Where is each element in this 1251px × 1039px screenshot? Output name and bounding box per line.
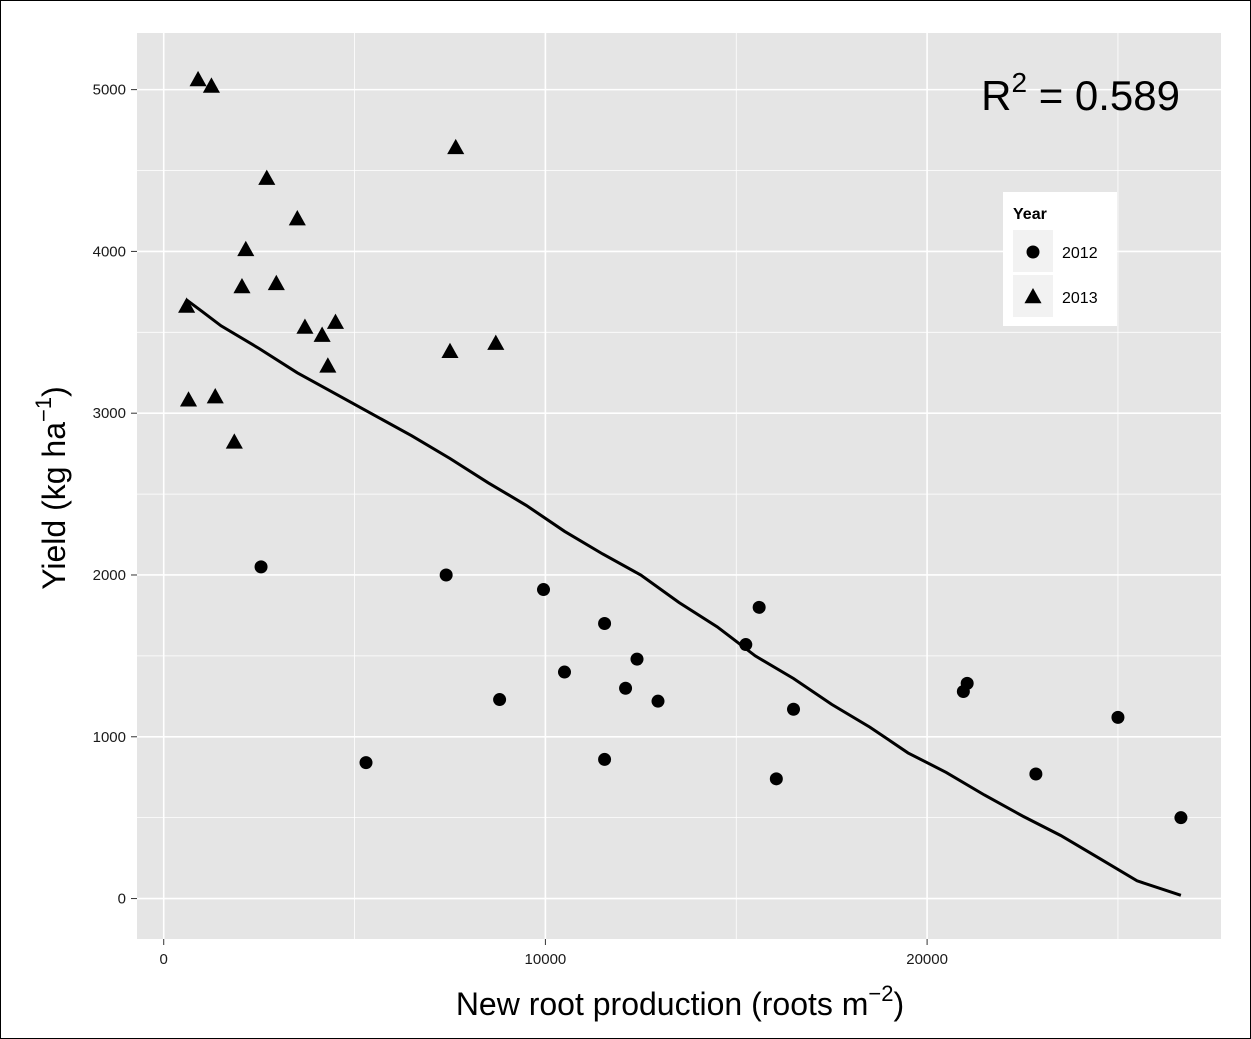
y-tick-label: 1000: [93, 729, 126, 746]
y-tick-label: 5000: [93, 82, 126, 99]
point-2012: [359, 756, 373, 770]
point-2013: [206, 388, 224, 404]
point-2012: [1111, 710, 1125, 724]
y-tick-label: 4000: [93, 243, 126, 260]
point-2012: [537, 583, 550, 597]
point-2013: [441, 342, 459, 359]
point-2012: [493, 693, 507, 707]
legend-label-2013: 2013: [1062, 290, 1098, 307]
point-2013: [296, 318, 314, 334]
legend-label-2012: 2012: [1062, 245, 1098, 262]
y-axis-title: Yield (kg ha−1): [31, 386, 72, 590]
point-2013: [189, 70, 207, 87]
y-axis: 0 1000 2000 3000 4000 5000: [93, 82, 137, 908]
r-squared-annotation: R2 = 0.589: [981, 67, 1180, 119]
point-2012: [254, 560, 268, 574]
grid-minor: [137, 33, 1221, 939]
point-2012: [769, 772, 783, 786]
point-2013: [326, 313, 345, 329]
point-2012: [1174, 811, 1188, 825]
x-tick-label: 20000: [906, 951, 948, 968]
point-2013: [225, 433, 243, 449]
point-2012: [960, 676, 974, 690]
point-2013: [179, 391, 198, 407]
point-2013: [178, 297, 196, 313]
x-axis: 0 10000 20000: [160, 939, 948, 968]
legend-marker-triangle: [1024, 288, 1042, 304]
point-2012: [787, 702, 801, 716]
point-2012: [739, 638, 753, 652]
legend: Year 2012 2013: [1003, 192, 1117, 326]
point-2012: [439, 568, 453, 582]
point-2013: [487, 334, 505, 350]
data-points: [178, 70, 1188, 825]
y-tick-label: 0: [118, 891, 126, 908]
x-tick-label: 0: [160, 951, 168, 968]
y-tick-label: 3000: [93, 405, 126, 422]
point-2012: [651, 694, 665, 708]
point-2013: [233, 278, 251, 294]
x-tick-label: 10000: [525, 951, 567, 968]
legend-title: Year: [1013, 206, 1047, 223]
point-2013: [267, 274, 285, 291]
regression-line: [185, 298, 1182, 897]
point-2013: [202, 77, 220, 93]
point-2012: [752, 600, 766, 614]
point-2012: [1029, 767, 1043, 781]
point-2013: [447, 138, 465, 155]
point-2012: [619, 681, 633, 695]
point-2013: [258, 169, 276, 185]
point-2012: [557, 665, 571, 679]
plot-panel: [137, 33, 1221, 939]
point-2013: [288, 210, 306, 226]
point-2012: [598, 617, 612, 631]
y-tick-label: 2000: [93, 567, 126, 584]
x-axis-title: New root production (roots m−2): [456, 981, 904, 1022]
point-2012: [598, 752, 612, 766]
point-2013: [319, 357, 337, 373]
point-2012: [630, 652, 644, 666]
legend-marker-circle: [1026, 245, 1040, 259]
point-2013: [237, 240, 255, 257]
point-2013: [313, 326, 331, 342]
